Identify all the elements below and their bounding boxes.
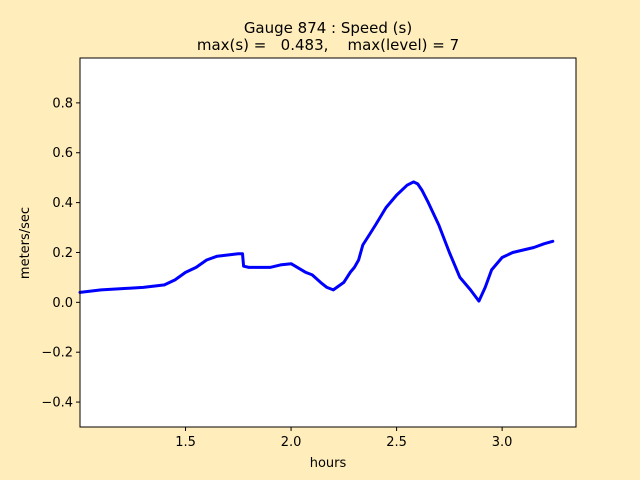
y-tick-label: 0.0 xyxy=(52,296,73,311)
y-tick-label: 0.8 xyxy=(52,96,73,111)
y-axis-label: meters/sec xyxy=(18,207,33,279)
series-layer xyxy=(78,180,555,303)
x-tick-label: 3.0 xyxy=(492,435,513,450)
chart-subtitle: max(s) = 0.483, max(level) = 7 xyxy=(197,36,459,54)
plot-frame xyxy=(79,57,577,428)
x-tick-label: 1.5 xyxy=(175,435,196,450)
x-axis: 1.5 2.0 2.5 3.0 xyxy=(175,427,512,450)
y-tick-label: 0.4 xyxy=(52,196,73,211)
y-tick-label: 0.6 xyxy=(52,146,73,161)
plot-area xyxy=(80,58,576,427)
y-tick-label: −0.2 xyxy=(41,346,73,361)
y-tick-label: −0.4 xyxy=(41,396,73,411)
x-axis-label: hours xyxy=(310,456,347,471)
y-tick-label: 0.2 xyxy=(52,246,73,261)
y-axis: −0.4 −0.2 0.0 0.2 0.4 0.6 0.8 xyxy=(41,96,80,411)
series-line-0 xyxy=(78,180,555,303)
chart-title: Gauge 874 : Speed (s) xyxy=(244,19,412,37)
x-tick-label: 2.0 xyxy=(281,435,302,450)
x-tick-label: 2.5 xyxy=(386,435,407,450)
